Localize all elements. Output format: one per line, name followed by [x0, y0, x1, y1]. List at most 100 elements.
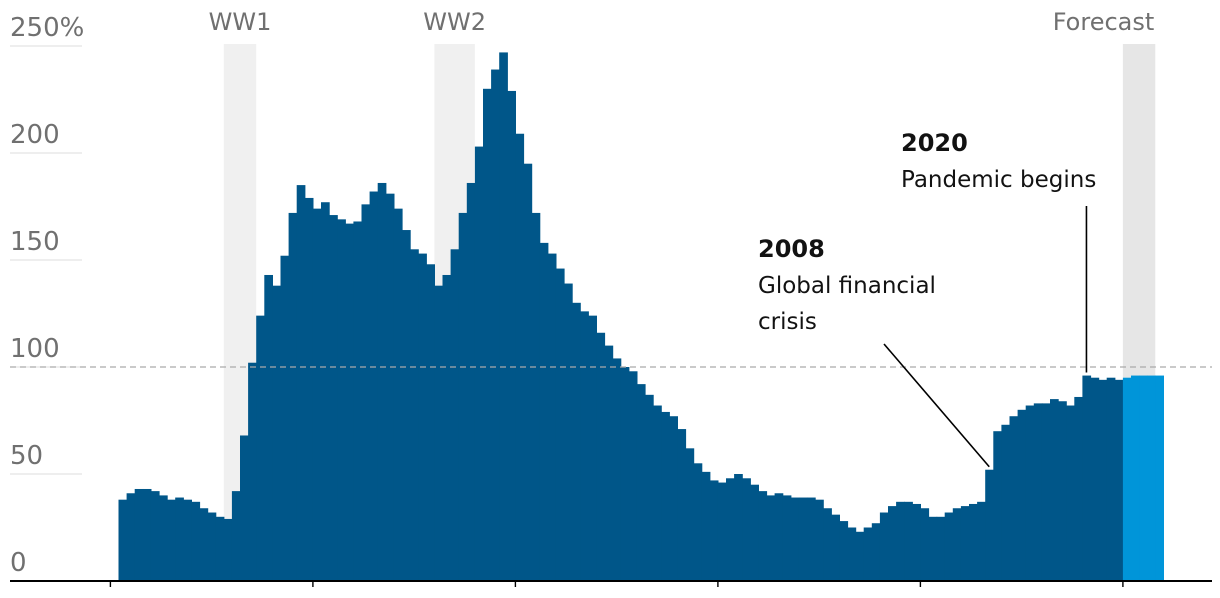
bar-historical-1935 [393, 208, 403, 581]
bar-historical-2018 [1066, 405, 1075, 581]
bar-historical-2020 [1082, 375, 1092, 581]
annotation-text-0-0: Global financial [758, 273, 936, 299]
bar-forecast-2025 [1122, 377, 1132, 581]
bar-historical-1975 [717, 482, 727, 581]
bar-historical-1913 [215, 516, 225, 581]
annotation-text-0-1: crisis [758, 309, 817, 335]
bar-historical-1926 [321, 202, 330, 581]
bar-historical-1934 [385, 193, 395, 581]
bar-forecast-2028 [1147, 375, 1156, 581]
bar-historical-1978 [742, 478, 751, 581]
bar-historical-1973 [701, 471, 711, 581]
bar-historical-1991 [847, 527, 857, 581]
bar-historical-1903 [134, 488, 144, 581]
bar-historical-1980 [758, 491, 768, 581]
bar-historical-1993 [863, 527, 873, 581]
bar-historical-1949 [507, 90, 516, 581]
bar-historical-1928 [337, 219, 346, 581]
bar-historical-1905 [150, 491, 160, 581]
annotation-leader-0 [883, 343, 990, 468]
y-gridlines [10, 45, 82, 475]
bar-historical-1947 [491, 69, 500, 581]
bar-historical-2006 [969, 503, 978, 581]
bar-historical-1977 [734, 474, 743, 581]
bar-historical-2000 [920, 508, 930, 581]
bar-historical-1956 [564, 283, 573, 581]
bar-historical-1984 [790, 497, 800, 581]
bar-historical-1922 [288, 212, 298, 582]
bar-historical-2003 [944, 512, 954, 581]
bar-historical-2004 [952, 508, 962, 581]
bar-historical-1951 [523, 163, 533, 581]
bar-historical-1945 [474, 146, 484, 581]
bar-historical-1901 [118, 499, 128, 581]
bar-historical-2021 [1090, 377, 1100, 581]
bar-historical-1915 [231, 491, 241, 581]
bar-historical-1962 [612, 358, 622, 581]
bar-historical-1955 [555, 268, 565, 581]
bar-historical-2013 [1025, 405, 1035, 581]
bar-historical-2008 [985, 469, 994, 581]
bar-historical-1981 [766, 495, 776, 581]
bar-historical-1994 [871, 523, 881, 581]
bar-historical-2023 [1106, 377, 1116, 581]
bar-historical-1931 [361, 204, 371, 582]
bar-historical-1960 [596, 332, 606, 581]
bar-historical-1907 [167, 499, 176, 581]
bar-historical-1968 [661, 411, 670, 581]
bar-historical-1965 [636, 384, 646, 581]
y-tick-label-1: 50 [10, 441, 43, 471]
bar-historical-1952 [531, 212, 541, 582]
bar-historical-1948 [499, 52, 508, 582]
bar-historical-2002 [936, 516, 946, 581]
bar-historical-1906 [159, 495, 168, 581]
y-tick-label-5: 250% [10, 13, 84, 43]
annotation-year-0: 2008 [758, 235, 825, 263]
bar-historical-1961 [604, 345, 614, 581]
bar-historical-2015 [1041, 403, 1051, 581]
annotations: 2008 Global financial crisis 2020 Pandemic b… [758, 129, 1096, 468]
bar-historical-1920 [272, 285, 282, 581]
bar-historical-1976 [726, 478, 735, 581]
bar-historical-1904 [142, 488, 152, 581]
bar-historical-2001 [928, 516, 938, 581]
bar-historical-1908 [175, 497, 184, 581]
bar-historical-1916 [240, 435, 249, 581]
bar-historical-1927 [329, 215, 338, 581]
y-tick-label-2: 100 [10, 334, 60, 364]
annotation-year-1: 2020 [901, 129, 968, 157]
shaded-label-1: WW2 [423, 8, 486, 36]
bar-historical-2009 [993, 431, 1002, 581]
bar-series [118, 52, 1164, 582]
bar-historical-1989 [831, 514, 840, 581]
bar-historical-1997 [896, 501, 905, 581]
bar-historical-1924 [304, 197, 314, 581]
bar-historical-1909 [183, 499, 192, 581]
bar-historical-1923 [296, 185, 306, 581]
bar-historical-2016 [1050, 399, 1059, 581]
bar-historical-1958 [580, 311, 589, 581]
bar-historical-1966 [645, 394, 654, 581]
bar-historical-1940 [434, 285, 444, 581]
bar-historical-1910 [191, 501, 201, 581]
bar-historical-1983 [782, 495, 792, 581]
x-axis [10, 580, 1212, 587]
bar-historical-1936 [402, 230, 411, 582]
bar-historical-1957 [572, 302, 581, 581]
bar-historical-1988 [823, 508, 832, 581]
bar-historical-2005 [960, 506, 970, 581]
bar-historical-1998 [904, 501, 913, 581]
y-tick-label-4: 200 [10, 120, 60, 150]
bar-historical-1932 [369, 191, 379, 581]
bar-historical-1912 [207, 512, 217, 581]
bar-historical-1911 [199, 508, 209, 581]
bar-historical-1917 [248, 362, 257, 581]
bar-historical-1938 [418, 253, 427, 581]
bar-historical-1995 [879, 512, 889, 581]
bar-historical-1939 [426, 264, 435, 581]
bar-historical-1969 [669, 416, 678, 581]
bar-historical-1937 [410, 249, 419, 582]
bar-historical-2012 [1017, 409, 1027, 581]
bar-historical-1972 [693, 463, 703, 581]
bar-historical-1992 [855, 531, 865, 581]
